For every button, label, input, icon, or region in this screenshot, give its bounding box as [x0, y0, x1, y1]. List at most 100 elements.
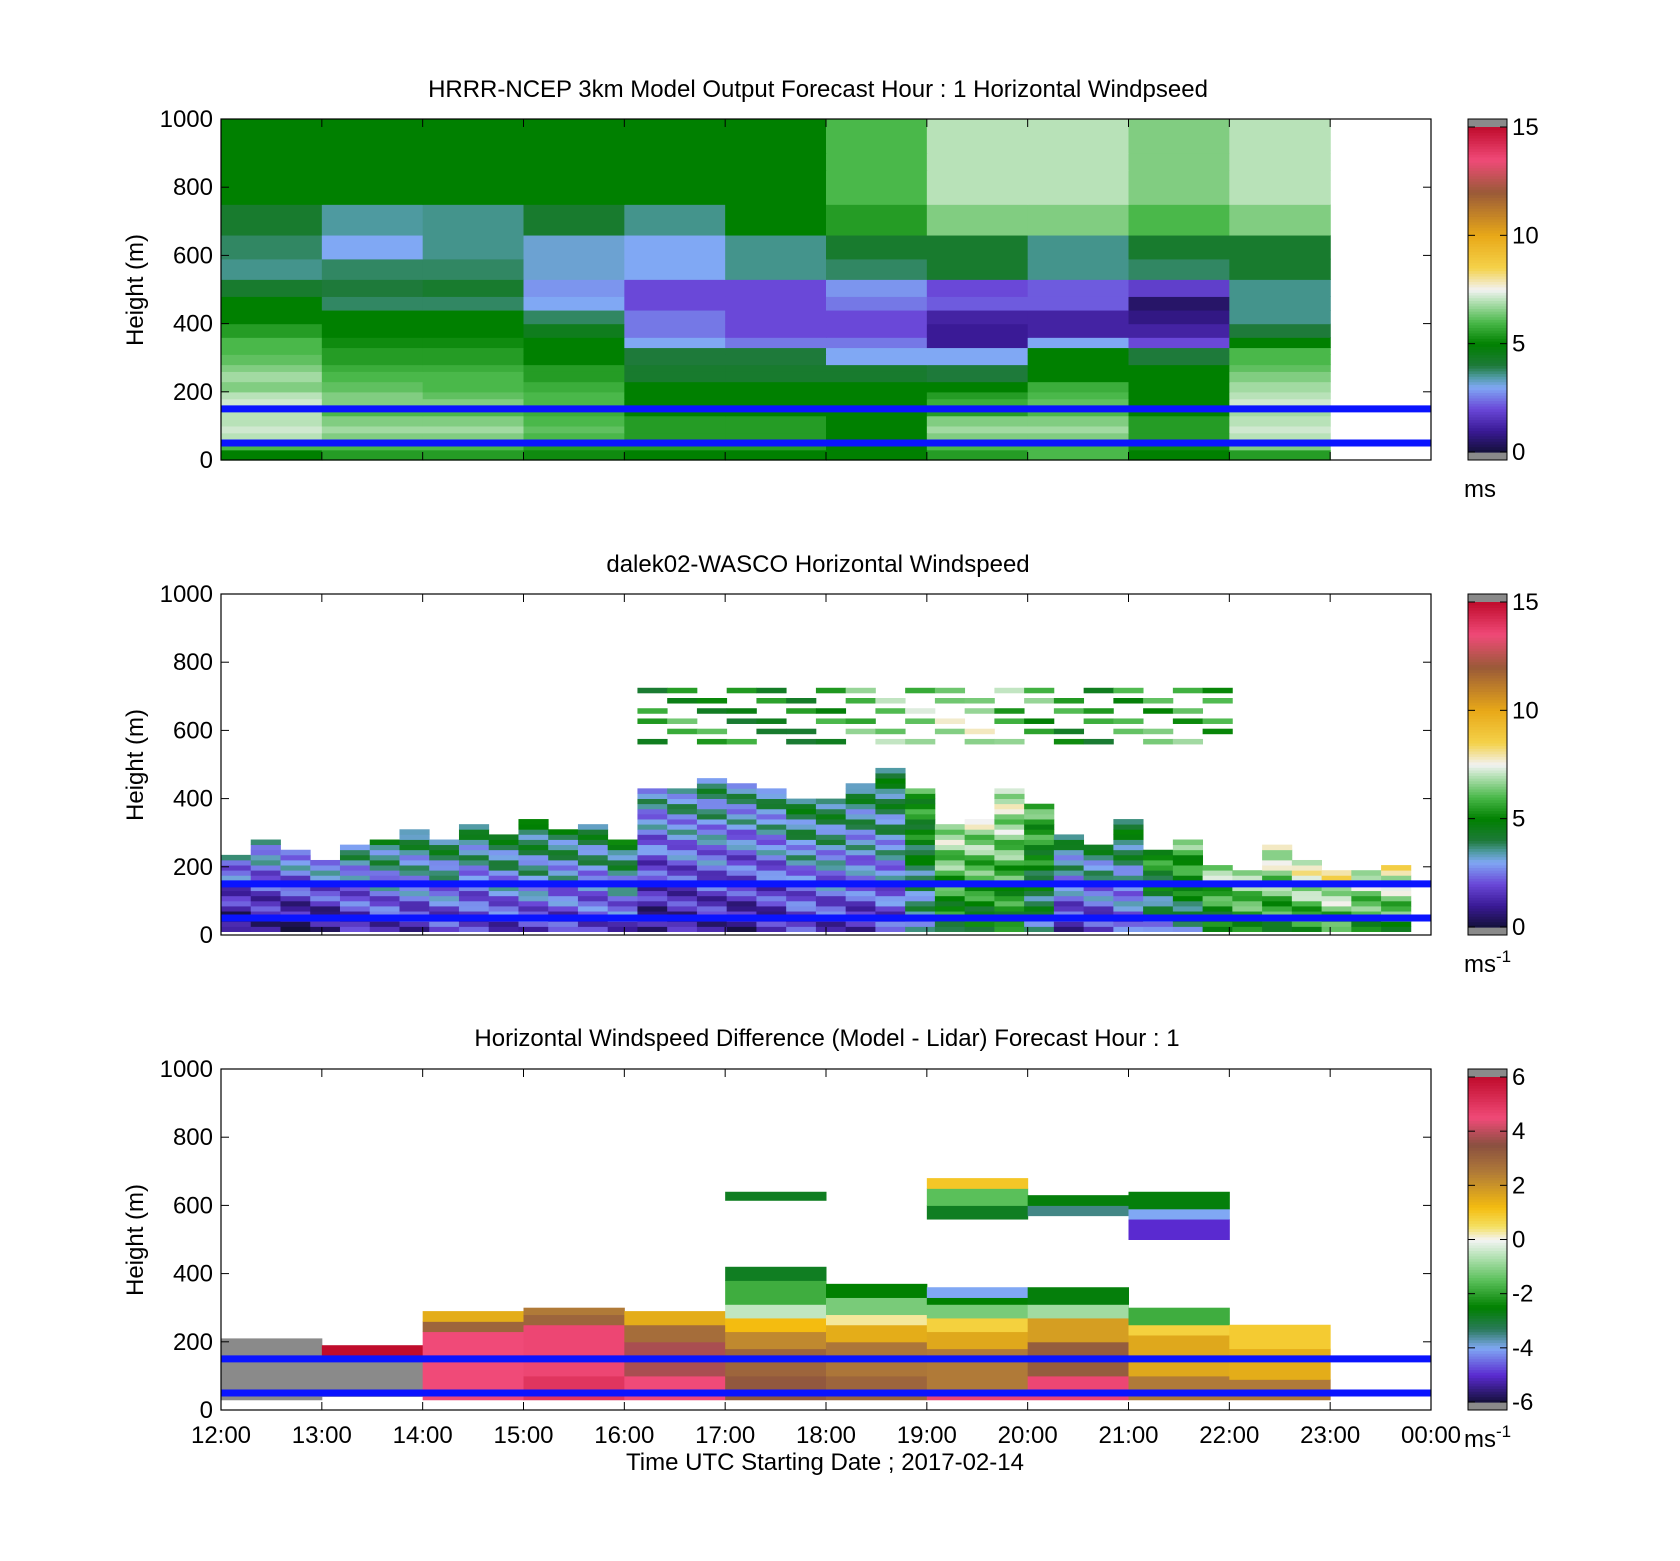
- profile-cell: [339, 921, 371, 927]
- heatmap-cell: [624, 296, 726, 311]
- profile-cell: [518, 839, 549, 846]
- profile-cell: [1113, 865, 1144, 871]
- profile-cell: [875, 773, 906, 779]
- profile-cell: [726, 793, 757, 799]
- profile-cell: [637, 813, 668, 820]
- profile-cell: [1024, 813, 1055, 820]
- profile-cell: [667, 793, 698, 799]
- profile-cell: [458, 865, 490, 871]
- heatmap-cell: [321, 337, 424, 349]
- profile-cell: [815, 849, 847, 856]
- colorbar-swatch: [1468, 246, 1507, 250]
- profile-cell: [905, 819, 936, 825]
- profile-cell: [696, 865, 728, 871]
- profile-cell: [845, 844, 876, 851]
- heatmap-cell: [1027, 415, 1130, 427]
- profile-cell: [577, 921, 609, 927]
- colorbar-swatch: [1468, 1223, 1507, 1227]
- profile-cell: [934, 890, 966, 897]
- colorbar-swatch: [1468, 327, 1507, 331]
- profile-cell: [339, 906, 371, 912]
- profile-cell: [1024, 728, 1055, 735]
- profile-cell: [1172, 900, 1204, 907]
- profile-cell: [1202, 906, 1233, 912]
- profile-cell: [845, 906, 876, 912]
- profile-cell: [1291, 865, 1322, 871]
- heatmap-cell: [321, 425, 424, 434]
- difference-band: [1229, 1348, 1331, 1380]
- heatmap-cell: [826, 449, 928, 461]
- profile-cell: [815, 829, 847, 835]
- colorbar-swatch: [1468, 1318, 1507, 1322]
- colorbar-swatch: [1468, 292, 1507, 296]
- colorbar-swatch: [1468, 650, 1507, 655]
- heatmap-cell: [926, 449, 1029, 461]
- colorbar-swatch: [1468, 240, 1507, 245]
- colorbar-swatch: [1468, 810, 1507, 814]
- colorbar-swatch: [1468, 1258, 1507, 1262]
- profile-cell: [994, 870, 1025, 876]
- heatmap-cell: [926, 415, 1029, 427]
- profile-cell: [994, 859, 1025, 866]
- heatmap-cell: [1229, 170, 1331, 205]
- colorbar-swatch: [1468, 1323, 1507, 1327]
- colorbar-swatch: [1468, 1296, 1507, 1300]
- difference-band: [725, 1280, 827, 1305]
- profile-cell: [1083, 900, 1114, 907]
- difference-band: [1128, 1219, 1230, 1240]
- colorbar-swatch: [1468, 910, 1507, 915]
- heatmap-cell: [1128, 381, 1230, 393]
- colorbar-swatch: [1468, 162, 1507, 166]
- profile-cell: [1291, 900, 1322, 907]
- profile-cell: [905, 875, 936, 881]
- heatmap-cell: [1128, 449, 1230, 461]
- profile-cell: [696, 738, 728, 745]
- colorbar-swatch: [1468, 270, 1507, 274]
- profile-cell: [607, 839, 638, 846]
- heatmap-cell: [221, 449, 323, 461]
- profile-cell: [726, 854, 757, 861]
- profile-cell: [429, 870, 460, 876]
- colorbar-swatch: [1468, 634, 1507, 638]
- profile-cell: [250, 906, 281, 912]
- profile-cell: [637, 793, 668, 799]
- y-tick-label: 800: [173, 649, 213, 676]
- heatmap-cell: [221, 204, 323, 236]
- colorbar-swatch: [1468, 175, 1507, 180]
- profile-cell: [964, 844, 995, 851]
- colorbar-swatch: [1468, 818, 1507, 822]
- heatmap-cell: [523, 432, 625, 444]
- profile-cell: [458, 875, 490, 881]
- profile-cell: [1113, 875, 1144, 881]
- profile-cell: [845, 885, 876, 892]
- profile-cell: [756, 895, 787, 902]
- profile-cell: [875, 865, 906, 871]
- profile-cell: [905, 854, 936, 861]
- heatmap-cell: [624, 391, 726, 400]
- profile-cell: [1172, 738, 1204, 745]
- profile-cell: [518, 819, 549, 825]
- profile-cell: [934, 844, 966, 851]
- profile-cell: [1232, 906, 1263, 912]
- profile-cell: [1113, 698, 1144, 704]
- profile-cell: [1083, 911, 1114, 917]
- profile-cell: [1083, 844, 1114, 851]
- heatmap-cell: [221, 153, 323, 171]
- profile-cell: [905, 844, 936, 851]
- colorbar-swatch: [1468, 691, 1507, 695]
- profile-cell: [696, 829, 728, 835]
- colorbar-swatch: [1468, 289, 1507, 293]
- colorbar-tick-label: -2: [1512, 1281, 1533, 1308]
- colorbar-swatch: [1468, 378, 1507, 383]
- profile-cell: [756, 718, 787, 724]
- profile-cell: [1024, 819, 1055, 825]
- profile-cell: [1351, 900, 1382, 907]
- profile-cell: [1143, 906, 1174, 912]
- colorbar-swatch: [1468, 677, 1507, 682]
- profile-cell: [637, 906, 668, 912]
- colorbar-swatch: [1468, 1396, 1507, 1400]
- profile-cell: [1262, 849, 1293, 856]
- profile-cell: [667, 839, 698, 846]
- profile-cell: [518, 844, 549, 851]
